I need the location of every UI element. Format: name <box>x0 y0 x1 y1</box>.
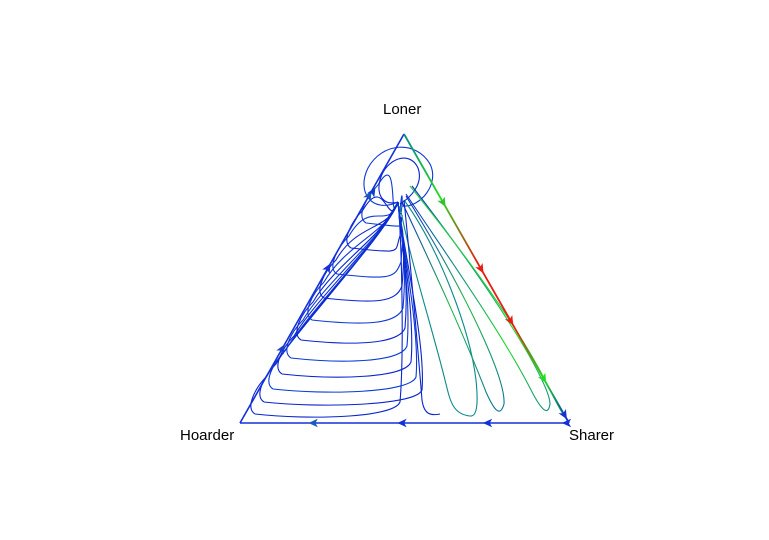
edge-hoarder-loner <box>239 133 405 424</box>
edge-loner-sharer <box>403 133 570 424</box>
arrow-loner-sharer <box>437 196 446 207</box>
orbit-path <box>346 196 403 252</box>
orbit-group <box>250 146 567 419</box>
vertex-label-sharer: Sharer <box>569 427 615 444</box>
arrow-sharer-hoarder <box>397 418 407 428</box>
orbit-path <box>268 201 418 393</box>
orbit-path <box>409 185 567 419</box>
arrow-hoarder-loner <box>363 191 372 202</box>
vertex-label-hoarder: Hoarder <box>180 427 235 444</box>
vertex-label-loner: Loner <box>383 101 422 118</box>
arrow-loner-sharer <box>504 315 514 326</box>
arrow-sharer-hoarder <box>308 418 318 428</box>
orbit-path <box>361 174 403 227</box>
arrow-hoarder-loner <box>276 344 285 355</box>
arrow-sharer-hoarder <box>482 418 493 428</box>
arrow-loner-sharer <box>475 263 484 274</box>
spiral-loop <box>378 157 420 205</box>
orbit-path <box>250 201 403 418</box>
orbit-path <box>399 199 478 417</box>
flow-arrows <box>276 187 572 428</box>
orbit-path <box>296 201 407 344</box>
orbit-path <box>277 201 413 378</box>
arrow-spiral <box>366 187 376 198</box>
arrow-hoarder-loner <box>322 263 331 274</box>
orbit-path <box>403 199 441 416</box>
orbit-path <box>405 185 551 411</box>
orbit-path <box>401 195 505 412</box>
arrow-loner-sharer <box>537 372 547 384</box>
simplex-edges <box>239 133 570 424</box>
arrow-sharer-hoarder <box>561 418 572 428</box>
spiral-tail <box>376 201 399 233</box>
arrow-loner-sharer <box>558 409 567 420</box>
